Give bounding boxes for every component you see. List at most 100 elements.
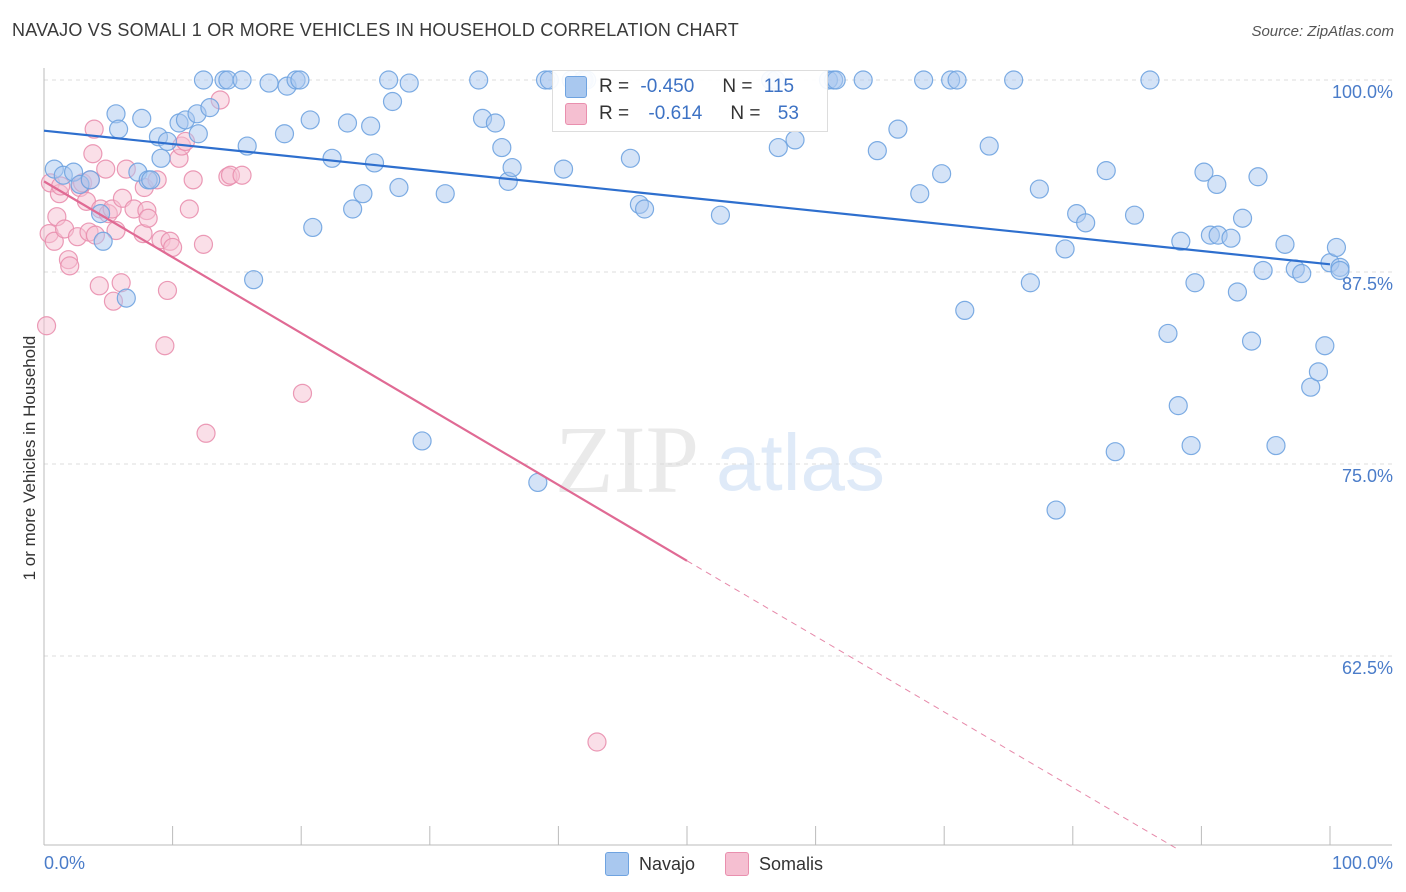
somalis-point <box>179 199 199 219</box>
navajo-point <box>151 148 171 168</box>
navajo-point <box>303 217 323 238</box>
watermark-zip: ZIP <box>555 406 699 513</box>
navajo-point <box>1096 161 1116 181</box>
navajo-point <box>382 91 403 112</box>
navajo-point <box>116 288 136 308</box>
navajo-point <box>955 300 975 320</box>
legend-row-somalis: R = -0.614 N = 53 <box>565 102 799 126</box>
navajo-point <box>768 137 788 158</box>
somalis-point <box>36 316 57 336</box>
navajo-point <box>1330 260 1350 281</box>
navajo-point <box>888 119 908 139</box>
legend-r-value: -0.614 <box>648 103 703 124</box>
navajo-point <box>492 137 512 158</box>
y-tick-label: 100.0% <box>1332 82 1393 102</box>
series-legend: Navajo Somalis <box>605 852 853 876</box>
navajo-point <box>1168 396 1188 416</box>
navajo-point <box>1020 273 1040 293</box>
navajo-point <box>399 73 419 93</box>
somalis-point <box>183 170 203 190</box>
navajo-point <box>343 199 363 219</box>
navajo-point <box>412 431 432 451</box>
navajo-point <box>108 119 129 139</box>
navajo-trend-line <box>43 129 1331 266</box>
navajo-point <box>1292 263 1312 284</box>
navajo-point <box>157 131 178 152</box>
navajo-point <box>200 98 220 118</box>
navajo-point <box>620 148 641 168</box>
somalis-point <box>193 234 214 254</box>
navajo-point <box>435 184 455 204</box>
somalis-legend-label: Somalis <box>759 853 824 874</box>
navajo-point <box>322 148 342 168</box>
navajo-point <box>634 199 655 219</box>
navajo-point <box>1046 500 1066 520</box>
somalis-point <box>138 208 158 228</box>
navajo-point <box>1253 260 1273 281</box>
axes <box>43 68 1392 846</box>
navajo-point <box>932 164 952 184</box>
navajo-point <box>337 113 358 133</box>
navajo-point <box>853 70 873 90</box>
navajo-point <box>259 73 279 93</box>
correlation-legend: R = -0.450 N = 115 R = -0.614 N = 53 <box>552 70 828 132</box>
navajo-point <box>1227 282 1248 302</box>
navajo-point <box>947 70 967 90</box>
somalis-point <box>232 165 252 185</box>
navajo-point <box>1308 362 1329 382</box>
navajo-point <box>232 70 252 90</box>
navajo-point <box>1158 323 1178 344</box>
navajo-point <box>1301 377 1321 397</box>
legend-item-navajo[interactable]: Navajo <box>605 852 695 876</box>
navajo-point <box>188 124 208 144</box>
somalis-point <box>155 336 175 356</box>
navajo-point <box>1171 231 1191 251</box>
navajo-point <box>979 136 999 156</box>
navajo-point <box>1181 435 1201 456</box>
navajo-point <box>290 70 310 90</box>
navajo-swatch <box>565 76 587 98</box>
legend-item-somalis[interactable]: Somalis <box>725 852 823 876</box>
navajo-point <box>826 70 846 90</box>
somalis-point <box>60 256 80 276</box>
somalis-point <box>292 383 313 403</box>
y-tick-label: 62.5% <box>1342 658 1393 678</box>
somalis-point <box>44 231 64 251</box>
trend-lines <box>43 129 1331 849</box>
y-tick-label: 87.5% <box>1342 274 1393 294</box>
navajo-point <box>1055 239 1075 259</box>
navajo-point <box>553 159 574 179</box>
navajo-point <box>193 70 214 90</box>
navajo-point <box>1029 179 1049 199</box>
somalis-point <box>83 144 103 164</box>
somalis-point <box>96 159 116 179</box>
y-tick-label: 75.0% <box>1342 466 1393 486</box>
legend-r-label: R = <box>599 76 630 97</box>
navajo-point <box>132 108 152 129</box>
navajo-point <box>785 130 805 150</box>
navajo-point <box>1232 208 1253 228</box>
somalis-legend-swatch <box>725 852 750 876</box>
navajo-point <box>1076 213 1096 233</box>
chart-title: NAVAJO VS SOMALI 1 OR MORE VEHICLES IN H… <box>12 20 740 40</box>
navajo-points <box>44 70 1350 520</box>
chart-source: Source: ZipAtlas.com <box>1251 23 1394 40</box>
navajo-point <box>502 157 522 178</box>
navajo-point <box>353 184 373 204</box>
navajo-point <box>1105 442 1125 462</box>
navajo-point <box>1326 237 1347 258</box>
navajo-point <box>1004 70 1024 90</box>
navajo-point <box>485 113 505 133</box>
navajo-point <box>910 184 930 204</box>
navajo-point <box>141 170 161 190</box>
watermark-atlas: atlas <box>716 418 885 507</box>
x-tick-label: 0.0% <box>44 853 85 873</box>
navajo-point <box>300 110 320 130</box>
legend-n-label: N = <box>730 103 761 124</box>
navajo-point <box>1124 205 1145 225</box>
somalis-points <box>36 90 607 752</box>
navajo-point <box>93 231 113 251</box>
navajo-point <box>1207 174 1227 195</box>
legend-n-value: 115 <box>763 76 795 97</box>
